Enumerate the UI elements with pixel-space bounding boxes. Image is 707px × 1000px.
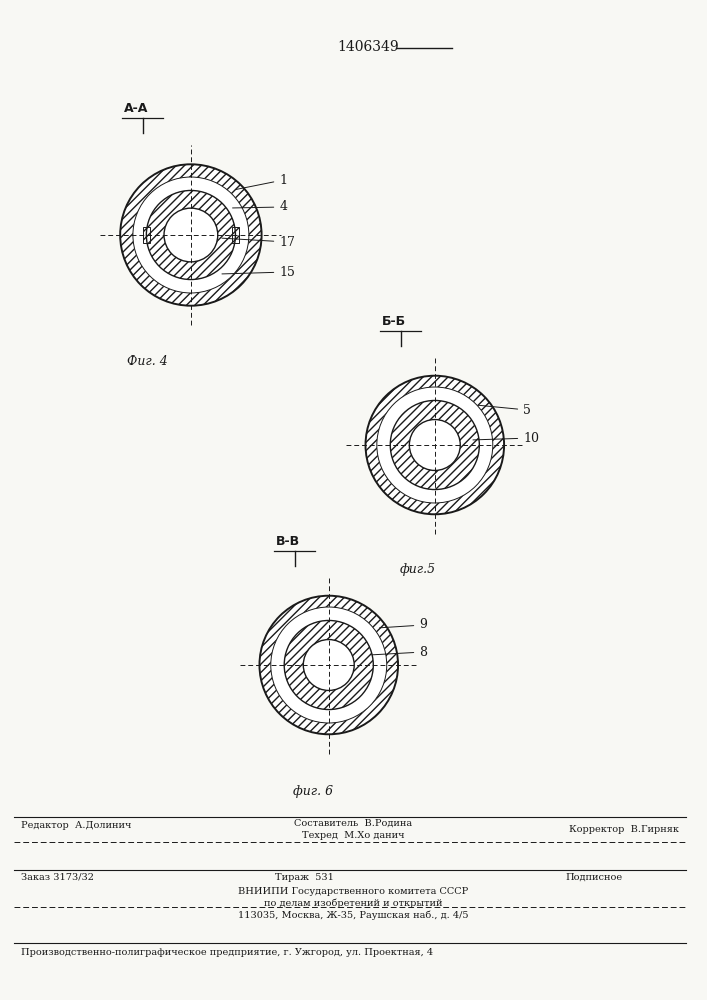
Text: Техред  М.Хо данич: Техред М.Хо данич <box>303 831 404 840</box>
Ellipse shape <box>164 208 218 262</box>
Ellipse shape <box>303 640 354 690</box>
Ellipse shape <box>259 596 398 734</box>
Bar <box>232 227 239 243</box>
Text: фиг.5: фиг.5 <box>399 563 436 576</box>
Ellipse shape <box>409 420 460 470</box>
Text: 8: 8 <box>372 646 427 658</box>
Ellipse shape <box>120 164 262 306</box>
Text: 15: 15 <box>222 265 295 278</box>
Ellipse shape <box>146 190 235 280</box>
Text: по делам изобретений и открытий: по делам изобретений и открытий <box>264 899 443 908</box>
Bar <box>144 227 150 243</box>
Ellipse shape <box>133 177 249 293</box>
Ellipse shape <box>259 596 398 734</box>
Text: А-А: А-А <box>124 102 148 115</box>
Ellipse shape <box>366 376 504 514</box>
Ellipse shape <box>284 620 373 710</box>
Ellipse shape <box>377 387 493 503</box>
Ellipse shape <box>271 607 387 723</box>
Text: 9: 9 <box>380 618 427 632</box>
Text: Корректор  В.Гирняк: Корректор В.Гирняк <box>568 825 679 834</box>
Text: Тираж  531: Тираж 531 <box>274 873 334 882</box>
Text: Подписное: Подписное <box>566 873 623 882</box>
Text: Составитель  В.Родина: Составитель В.Родина <box>294 819 413 828</box>
Text: Редактор  А.Долинич: Редактор А.Долинич <box>21 821 132 830</box>
Ellipse shape <box>271 607 387 723</box>
Ellipse shape <box>133 177 249 293</box>
Text: 5: 5 <box>479 403 531 416</box>
Text: 1: 1 <box>236 174 287 189</box>
Text: ВНИИПИ Государственного комитета СССР: ВНИИПИ Государственного комитета СССР <box>238 887 469 896</box>
Text: фиг. 6: фиг. 6 <box>293 785 334 798</box>
Text: Фиг. 4: Фиг. 4 <box>127 355 168 368</box>
Text: Заказ 3173/32: Заказ 3173/32 <box>21 873 94 882</box>
Ellipse shape <box>303 640 354 690</box>
Ellipse shape <box>366 376 504 514</box>
Text: 1406349: 1406349 <box>337 40 399 54</box>
Text: 113035, Москва, Ж-35, Раушская наб., д. 4/5: 113035, Москва, Ж-35, Раушская наб., д. … <box>238 911 469 920</box>
Text: 17: 17 <box>222 235 295 248</box>
Ellipse shape <box>409 420 460 470</box>
Ellipse shape <box>120 164 262 306</box>
Text: Производственно-полиграфическое предприятие, г. Ужгород, ул. Проектная, 4: Производственно-полиграфическое предприя… <box>21 948 433 957</box>
Ellipse shape <box>390 400 479 490</box>
Text: 4: 4 <box>233 200 287 214</box>
Bar <box>232 227 239 243</box>
Text: 10: 10 <box>473 432 539 444</box>
Ellipse shape <box>377 387 493 503</box>
Text: В-В: В-В <box>276 535 300 548</box>
Ellipse shape <box>164 208 218 262</box>
Text: Б-Б: Б-Б <box>382 315 406 328</box>
Bar <box>144 227 150 243</box>
